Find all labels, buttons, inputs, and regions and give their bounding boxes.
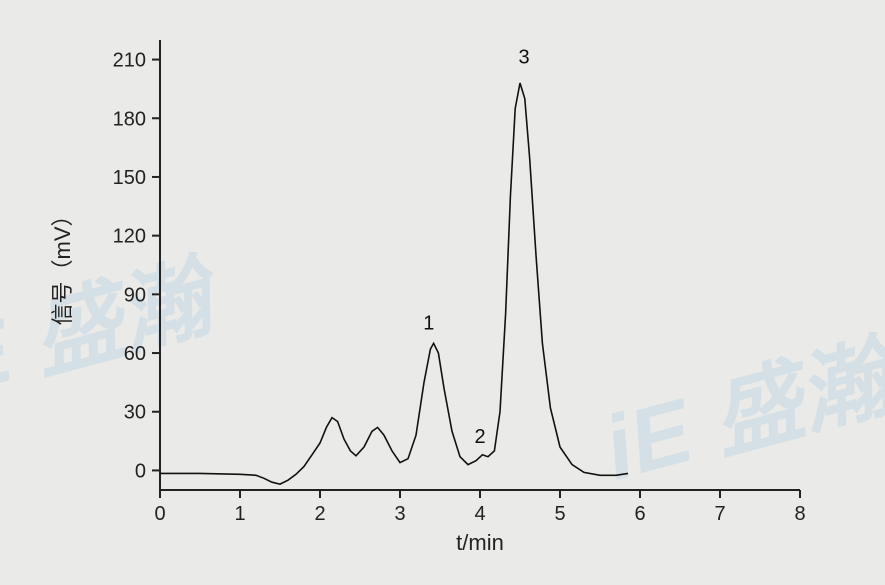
svg-text:3: 3 xyxy=(394,503,405,525)
svg-text:30: 30 xyxy=(124,402,146,424)
svg-text:5: 5 xyxy=(554,503,565,525)
chromatogram-trace xyxy=(160,83,628,484)
svg-text:2: 2 xyxy=(314,503,325,525)
svg-text:0: 0 xyxy=(154,503,165,525)
svg-text:60: 60 xyxy=(124,343,146,365)
svg-text:1: 1 xyxy=(234,503,245,525)
svg-text:4: 4 xyxy=(474,503,485,525)
peak-label: 3 xyxy=(518,46,529,68)
svg-text:90: 90 xyxy=(124,284,146,306)
svg-text:210: 210 xyxy=(113,50,146,72)
svg-text:150: 150 xyxy=(113,167,146,189)
svg-text:0: 0 xyxy=(135,460,146,482)
peak-label: 2 xyxy=(474,426,485,448)
y-axis-label: 信号（mV） xyxy=(50,204,75,325)
svg-text:6: 6 xyxy=(634,503,645,525)
svg-text:120: 120 xyxy=(113,226,146,248)
peak-label: 1 xyxy=(423,313,434,335)
x-axis-label: t/min xyxy=(456,530,504,555)
chromatogram-chart: 0 30 60 90 120 150 180 210 0 1 2 3 4 5 6 7 8 t/min 信号（mV） 1… xyxy=(0,0,885,585)
svg-text:7: 7 xyxy=(714,503,725,525)
svg-text:8: 8 xyxy=(794,503,805,525)
svg-text:180: 180 xyxy=(113,108,146,130)
